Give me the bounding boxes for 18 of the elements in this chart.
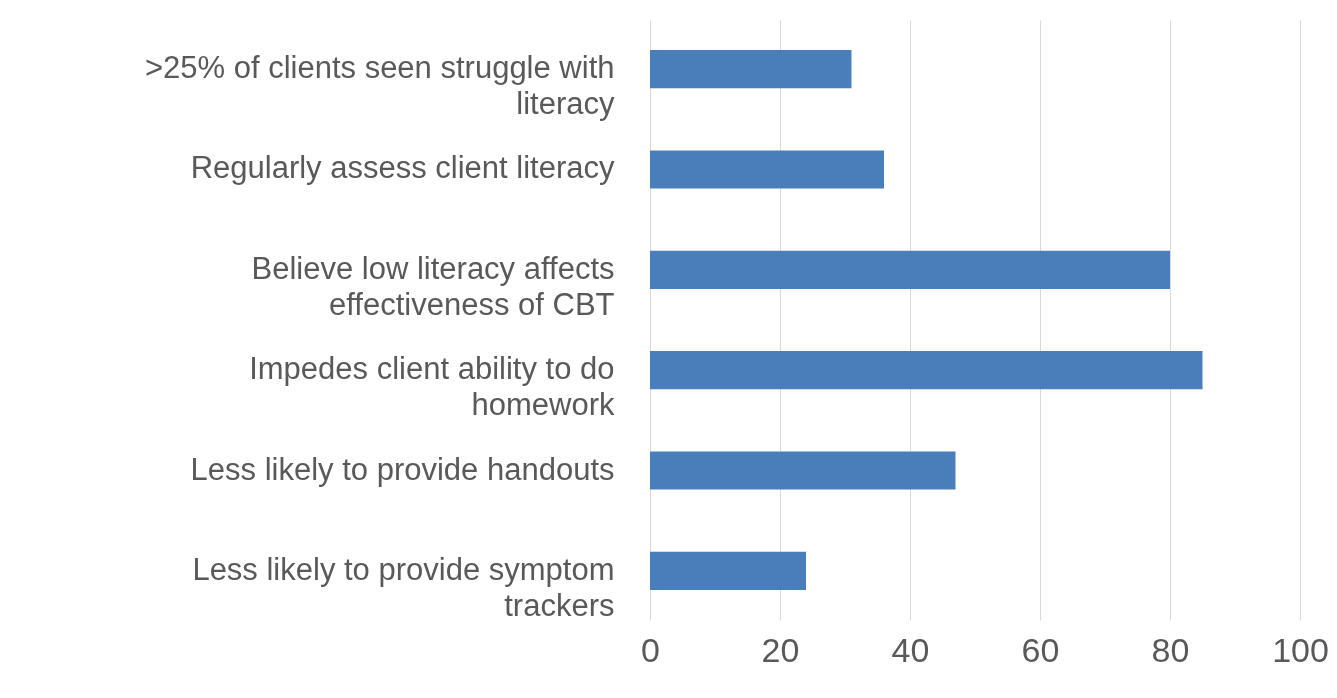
bar [650, 451, 956, 490]
x-tick-label: 0 [641, 630, 660, 669]
y-tick-label: Regularly assess client literacy [190, 150, 615, 186]
bar [650, 551, 806, 590]
bar [650, 50, 852, 89]
y-tick-label: Less likely to provide handouts [190, 451, 615, 487]
x-tick-label: 100 [1272, 630, 1329, 669]
y-tick-label: >25% of clients seen struggle with literacy [144, 50, 615, 122]
x-tick-label: 80 [1151, 630, 1190, 669]
bar [650, 351, 1203, 390]
bar [650, 150, 884, 189]
y-tick-label: Less likely to provide symptom trackers [192, 551, 615, 623]
x-tick-label: 40 [891, 630, 930, 669]
y-tick-label: Believe low literacy affects effectiveness of CBT [251, 250, 615, 322]
x-tick-label: 60 [1021, 630, 1060, 669]
y-tick-label: Impedes client ability to do homework [249, 351, 615, 423]
x-tick-label: 20 [761, 630, 800, 669]
bar [650, 250, 1170, 289]
